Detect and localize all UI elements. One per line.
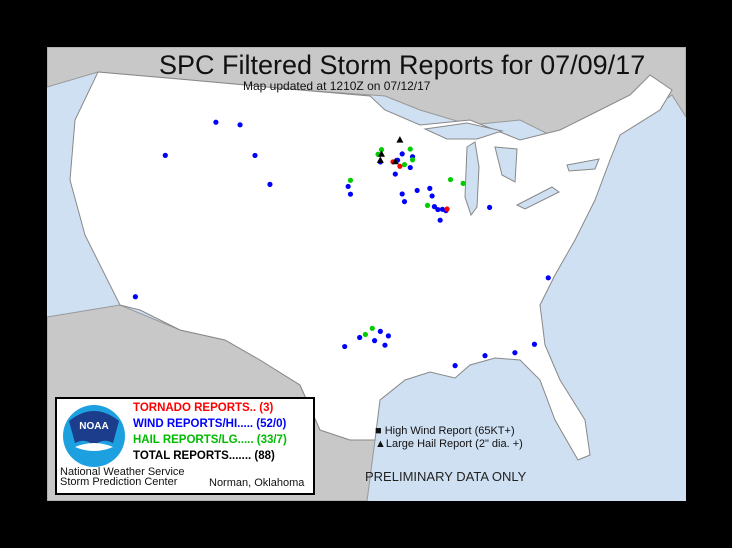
wind-report-marker (401, 198, 408, 205)
large-hail-marker (378, 150, 385, 157)
wind-report-marker (435, 206, 441, 213)
wind-report-marker (431, 204, 437, 210)
lake-superior (423, 122, 504, 140)
large-hail-marker (391, 157, 399, 165)
hail-report-marker (369, 325, 375, 331)
tornado-report-marker (444, 206, 450, 212)
report-markers (132, 119, 551, 369)
map-subtitle: Map updated at 1210Z on 07/12/17 (243, 79, 431, 93)
total-count: TOTAL REPORTS....... (88) (133, 450, 275, 462)
wind-report-marker (342, 343, 348, 350)
key-high-wind-label: High Wind Report (65KT+) (384, 425, 515, 437)
lake-michigan (464, 141, 480, 217)
wind-report-marker (429, 193, 435, 199)
wind-report-marker (385, 333, 391, 339)
wind-report-marker (437, 217, 443, 223)
wind-report-marker (512, 350, 518, 356)
hail-report-marker (401, 162, 408, 168)
wind-report-marker (345, 183, 351, 190)
wind-report-marker (399, 191, 405, 197)
wind-report-marker (407, 164, 413, 171)
hail-report-marker (362, 331, 368, 338)
triangle-icon: ▲ (375, 438, 386, 450)
storm-report-map: SPC Filtered Storm Reports for 07/09/17 … (47, 47, 686, 501)
nws-line2: Storm Prediction Center (60, 476, 178, 488)
large-hail-marker (396, 136, 404, 143)
hail-report-marker (460, 180, 466, 186)
office-location: Norman, Oklahoma (209, 477, 305, 489)
nws-line1: National Weather Service (60, 466, 185, 478)
wind-report-marker (382, 342, 388, 348)
wind-report-marker (213, 119, 219, 125)
wind-report-marker (252, 152, 258, 159)
wind-report-marker (414, 187, 420, 194)
wind-report-marker (357, 334, 363, 341)
disclaimer: PRELIMINARY DATA ONLY (365, 469, 527, 484)
wind-report-marker (531, 341, 538, 347)
hail-report-marker (407, 146, 413, 152)
wind-report-marker (392, 171, 398, 177)
hail-count: HAIL REPORTS/LG..... (33/7) (133, 434, 287, 446)
key-large-hail-label: Large Hail Report (2" dia. +) (385, 438, 523, 450)
wind-report-marker (487, 204, 493, 211)
hail-report-marker (409, 157, 416, 163)
wind-report-marker (347, 191, 354, 197)
wind-report-marker (267, 181, 273, 187)
large-hail-marker (376, 156, 384, 163)
wind-count: WIND REPORTS/HI..... (52/0) (133, 418, 287, 430)
lake-huron (494, 146, 518, 183)
map-title: SPC Filtered Storm Reports for 07/09/17 (159, 50, 646, 80)
wind-report-marker (399, 151, 405, 157)
noaa-logo: NOAA (63, 405, 125, 467)
wind-report-marker (162, 152, 168, 158)
wind-report-marker (452, 363, 458, 369)
hail-report-marker (424, 202, 431, 209)
key-high-wind: ■ High Wind Report (65KT+) (375, 425, 515, 437)
wind-report-marker (132, 294, 138, 300)
lake-erie-ontario (515, 158, 600, 210)
hail-report-marker (347, 177, 354, 183)
us-land (69, 71, 673, 461)
legend-box: NOAA TORNADO REPORTS.. (3) WIND REPORTS/… (55, 397, 315, 495)
wind-report-marker (545, 275, 551, 281)
tornado-report-marker (397, 163, 403, 169)
wind-report-marker (372, 338, 378, 344)
svg-text:NOAA: NOAA (79, 421, 108, 432)
wind-report-marker (427, 185, 433, 191)
key-large-hail: ▲Large Hail Report (2" dia. +) (375, 438, 523, 450)
wind-report-marker (482, 353, 488, 359)
square-icon: ■ (375, 425, 385, 437)
wind-report-marker (237, 122, 243, 128)
hail-report-marker (447, 176, 454, 183)
wind-report-marker (377, 328, 383, 334)
tornado-count: TORNADO REPORTS.. (3) (133, 402, 274, 414)
nws-credit: National Weather Service Storm Predictio… (60, 466, 185, 488)
hail-report-marker (378, 147, 385, 153)
